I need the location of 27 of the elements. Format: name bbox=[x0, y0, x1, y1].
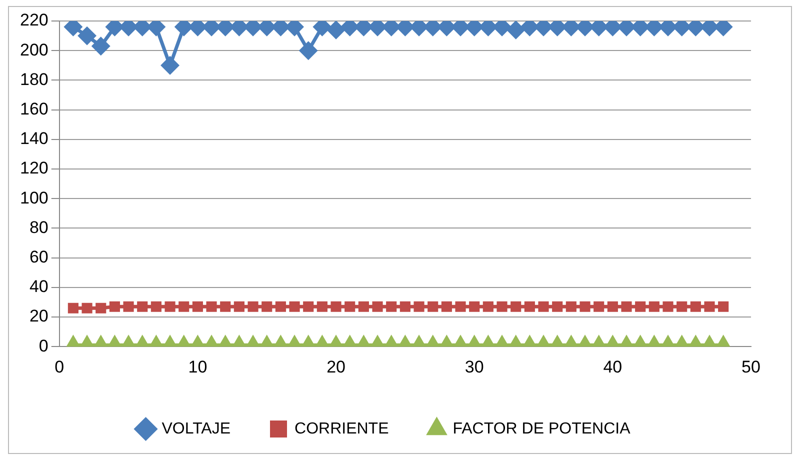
x-tick-label: 40 bbox=[603, 357, 622, 376]
x-tick-label: 0 bbox=[54, 357, 64, 376]
legend-label: VOLTAJE bbox=[162, 420, 231, 438]
point bbox=[300, 42, 318, 60]
y-tick-label: 140 bbox=[20, 129, 48, 148]
legend-label: CORRIENTE bbox=[294, 420, 389, 438]
legend-label: FACTOR DE POTENCIA bbox=[452, 420, 631, 438]
y-tick-label: 220 bbox=[20, 10, 48, 30]
y-tick-label: 160 bbox=[20, 99, 48, 118]
y-tick-label: 100 bbox=[20, 188, 48, 208]
y-tick-label: 20 bbox=[29, 306, 48, 326]
point bbox=[161, 56, 179, 74]
point bbox=[92, 37, 110, 55]
y-tick-label: 180 bbox=[20, 70, 48, 89]
point bbox=[78, 27, 96, 45]
point bbox=[507, 21, 525, 39]
x-tick-label: 20 bbox=[326, 357, 346, 376]
y-tick-label: 0 bbox=[38, 336, 48, 356]
x-tick-label: 50 bbox=[742, 357, 760, 376]
y-tick-label: 200 bbox=[20, 40, 48, 60]
point bbox=[327, 21, 345, 39]
y-tick-label: 60 bbox=[29, 247, 48, 266]
y-tick-label: 80 bbox=[29, 218, 48, 237]
x-tick-label: 30 bbox=[464, 357, 484, 376]
y-tick-label: 40 bbox=[29, 277, 48, 296]
y-tick-label: 120 bbox=[20, 158, 48, 178]
x-tick-label: 10 bbox=[188, 357, 208, 376]
